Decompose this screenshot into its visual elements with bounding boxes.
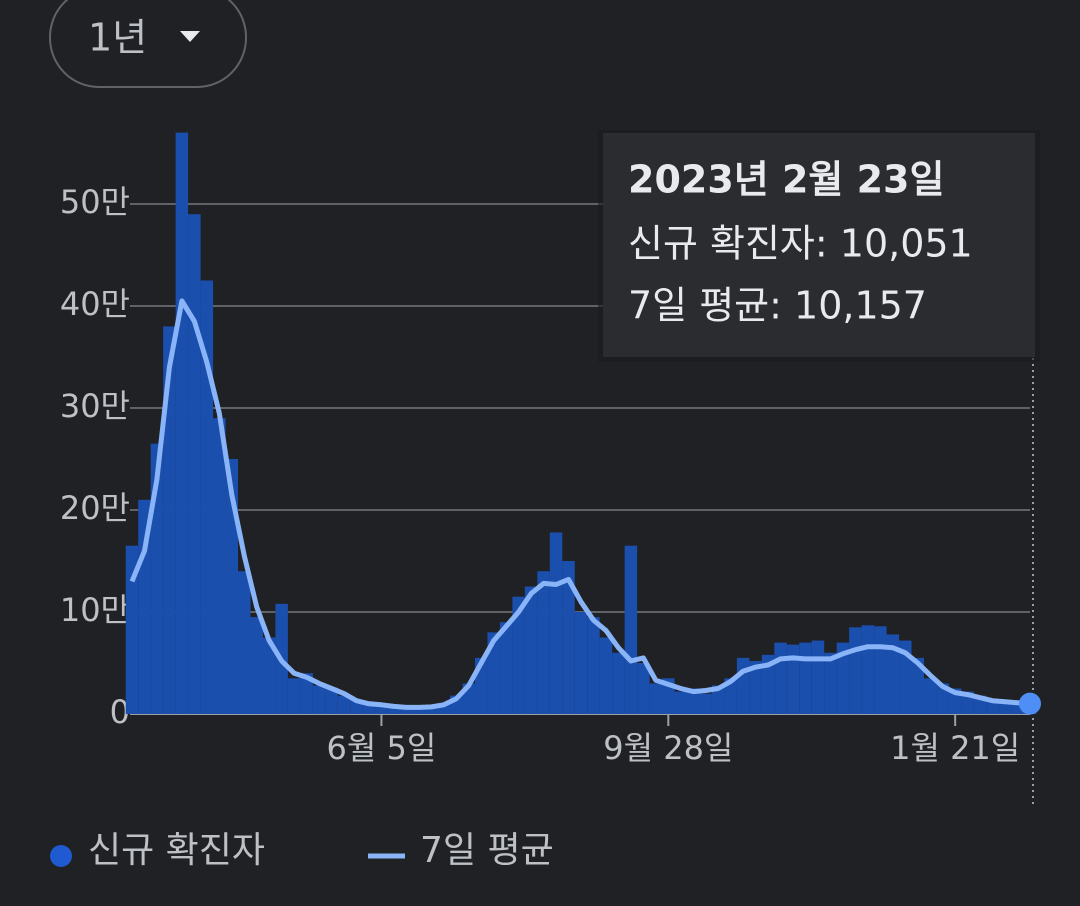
bar bbox=[200, 280, 214, 714]
bar bbox=[225, 459, 239, 714]
y-tick-label: 50만 bbox=[60, 183, 130, 221]
bar bbox=[512, 596, 525, 714]
tooltip bbox=[603, 133, 1035, 357]
bar bbox=[487, 632, 500, 714]
bar bbox=[387, 704, 401, 714]
bar bbox=[300, 673, 313, 714]
bar bbox=[238, 571, 251, 714]
tooltip-line: 7일 평균: 10,157 bbox=[628, 284, 927, 328]
bar bbox=[836, 642, 850, 714]
bar bbox=[674, 691, 688, 714]
range-dropdown[interactable] bbox=[49, 0, 247, 88]
bar bbox=[861, 625, 875, 714]
bar bbox=[125, 545, 139, 714]
legend-label: 7일 평균 bbox=[420, 830, 554, 871]
bar bbox=[537, 571, 550, 714]
bar bbox=[425, 705, 438, 714]
bar bbox=[437, 703, 451, 714]
y-tick-label: 20만 bbox=[60, 489, 130, 527]
bar bbox=[175, 132, 189, 715]
y-tick-label: 0 bbox=[110, 693, 130, 731]
bar bbox=[337, 695, 351, 714]
bar bbox=[786, 644, 800, 714]
hover-marker bbox=[1019, 692, 1041, 715]
bar bbox=[874, 626, 887, 714]
average-line bbox=[129, 298, 1031, 710]
bar bbox=[899, 640, 912, 714]
bar bbox=[612, 652, 625, 714]
bar bbox=[599, 637, 613, 714]
bar bbox=[886, 634, 900, 714]
bar bbox=[849, 627, 862, 714]
bar bbox=[774, 642, 787, 714]
dropdown-arrow[interactable] bbox=[180, 31, 200, 42]
bar bbox=[824, 652, 837, 714]
bar bbox=[163, 326, 176, 714]
x-tick-label: 6월 5일 bbox=[327, 729, 437, 767]
bar bbox=[799, 642, 812, 714]
bar bbox=[811, 640, 825, 714]
bar bbox=[649, 683, 663, 714]
bar bbox=[287, 678, 301, 714]
bar bbox=[911, 657, 924, 714]
y-tick-label: 40만 bbox=[60, 285, 130, 323]
bar bbox=[761, 654, 775, 714]
y-tick-label: 10만 bbox=[60, 591, 130, 629]
bar bbox=[923, 678, 937, 714]
bar bbox=[188, 214, 201, 714]
bar bbox=[736, 657, 750, 714]
bar bbox=[637, 663, 650, 714]
bar bbox=[574, 612, 588, 714]
bar bbox=[213, 418, 226, 714]
bar bbox=[412, 706, 426, 714]
bar bbox=[400, 707, 413, 714]
bar bbox=[699, 693, 712, 714]
bar bbox=[524, 586, 538, 714]
bar bbox=[687, 688, 700, 714]
tooltip-line: 신규 확진자: 10,051 bbox=[628, 222, 973, 266]
bar bbox=[711, 685, 725, 714]
bar bbox=[549, 532, 563, 714]
legend-label: 신규 확진자 bbox=[88, 830, 265, 871]
bar bbox=[587, 617, 600, 714]
x-tick-label: 1월 21일 bbox=[890, 729, 1020, 767]
bar bbox=[250, 617, 263, 714]
bar bbox=[375, 706, 388, 714]
legend-swatch bbox=[50, 845, 72, 867]
bar bbox=[262, 637, 276, 714]
bar bbox=[499, 622, 513, 714]
y-tick-label: 30만 bbox=[60, 387, 130, 425]
bar bbox=[624, 545, 638, 714]
range-label[interactable]: 1년 bbox=[88, 16, 147, 60]
bar bbox=[325, 687, 338, 714]
bar bbox=[562, 561, 575, 714]
tooltip-title: 2023년 2월 23일 bbox=[628, 158, 944, 202]
bar bbox=[749, 660, 762, 714]
x-tick-label: 9월 28일 bbox=[603, 729, 733, 767]
bar bbox=[936, 683, 949, 714]
bar bbox=[362, 704, 376, 714]
bar bbox=[724, 678, 737, 714]
bar bbox=[312, 685, 326, 714]
